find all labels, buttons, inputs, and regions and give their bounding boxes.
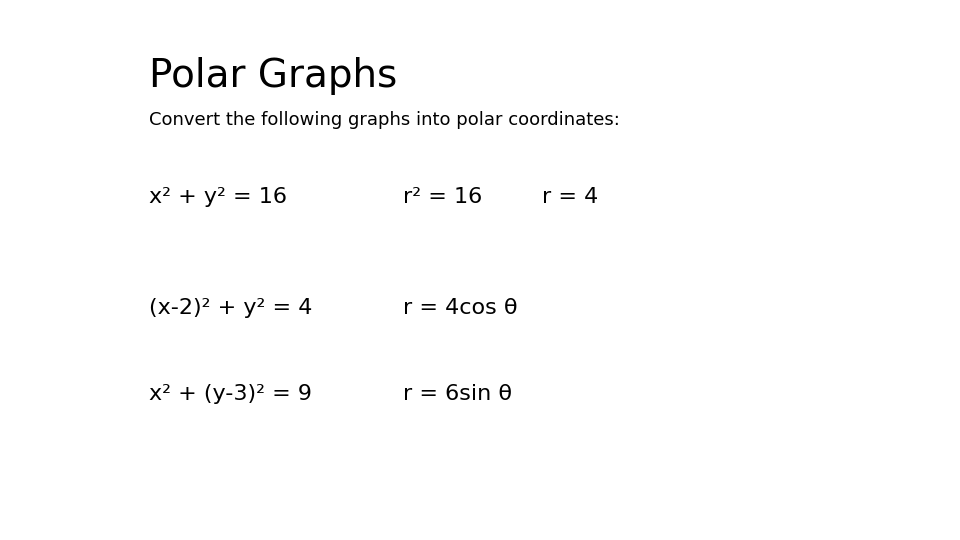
- Text: Convert the following graphs into polar coordinates:: Convert the following graphs into polar …: [149, 111, 619, 129]
- Text: x² + y² = 16: x² + y² = 16: [149, 187, 287, 207]
- Text: Polar Graphs: Polar Graphs: [149, 57, 397, 94]
- Text: x² + (y-3)² = 9: x² + (y-3)² = 9: [149, 384, 312, 404]
- Text: r = 4cos θ: r = 4cos θ: [403, 298, 517, 318]
- Text: r = 6sin θ: r = 6sin θ: [403, 384, 513, 404]
- Text: (x-2)² + y² = 4: (x-2)² + y² = 4: [149, 298, 312, 318]
- Text: r² = 16: r² = 16: [403, 187, 483, 207]
- Text: r = 4: r = 4: [542, 187, 599, 207]
